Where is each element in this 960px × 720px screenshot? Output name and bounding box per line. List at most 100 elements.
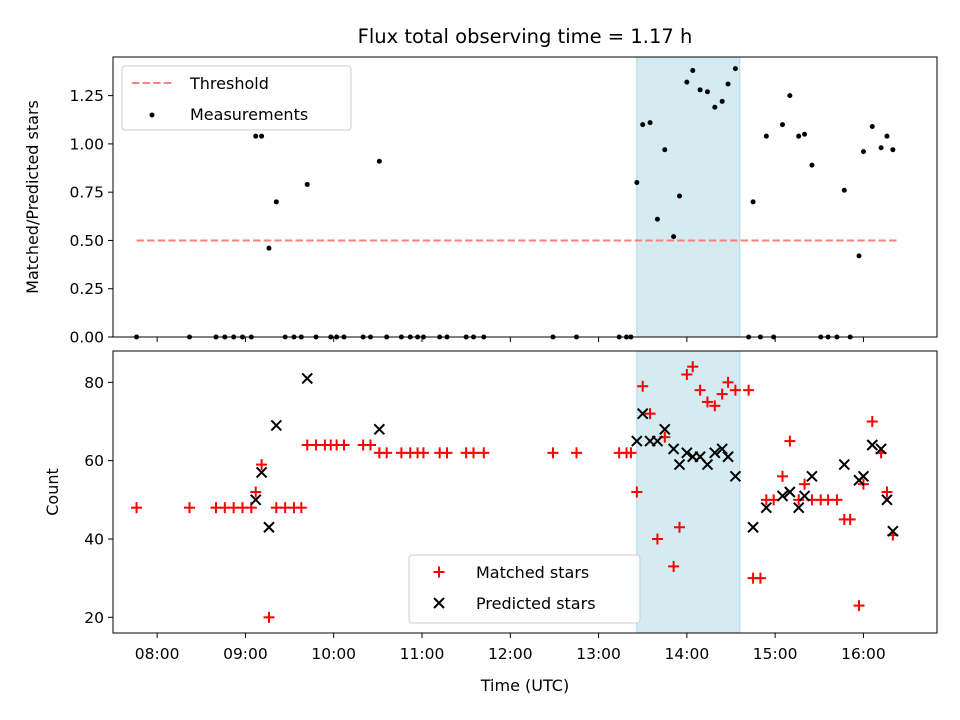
legend-predicted-swatch [433, 597, 445, 609]
measurement-point [763, 133, 769, 139]
matched-star-point [381, 447, 393, 459]
predicted-star-point [857, 470, 870, 483]
matched-star-point [338, 439, 350, 451]
matched-star-point [625, 447, 637, 459]
matched-star-point [784, 435, 796, 447]
count-xtick-label: 14:00 [665, 645, 710, 663]
predicted-star-point [866, 439, 878, 451]
predicted-star-point [263, 521, 275, 533]
ratio-ytick-label: 0.00 [69, 329, 104, 347]
count-ytick-label: 20 [84, 609, 104, 627]
predicted-star-point [747, 521, 759, 533]
predicted-star-point [637, 407, 649, 420]
predicted-star-point [301, 372, 313, 385]
ratio-ytick-label: 1.25 [69, 87, 104, 105]
measurement-point [671, 234, 677, 240]
legend-measurements-label: Measurements [190, 105, 308, 124]
ratio-legend-box [121, 65, 352, 131]
matched-star-point [866, 416, 878, 427]
matched-star-point [295, 502, 307, 514]
predicted-star-point [838, 458, 851, 471]
matched-star-point [674, 521, 685, 533]
measurement-point [802, 131, 808, 137]
matched-star-point [754, 572, 766, 584]
predicted-star-point [709, 447, 721, 459]
matched-star-point [256, 459, 268, 471]
matched-star-point [468, 447, 479, 459]
ratio-panel: 0.00 0.25 0.50 0.75 1.00 1.25 Matched/Predict… [23, 56, 938, 347]
measurement-point [780, 122, 785, 128]
count-xtick-label: 08:00 [135, 645, 180, 663]
measurement-point [677, 193, 682, 199]
matched-star-point [131, 502, 143, 514]
matched-star-point [729, 384, 741, 396]
count-xlabel: Time (UTC) [480, 676, 569, 695]
ratio-axes-frame [112, 56, 938, 338]
measurement-point [856, 253, 862, 259]
count-xtick-label: 10:00 [311, 645, 356, 663]
measurement-point [809, 162, 815, 168]
measurement-point [304, 181, 310, 187]
measurement-point [796, 133, 802, 139]
matched-star-point [365, 439, 376, 451]
measurement-point [890, 147, 896, 153]
count-ylabel: Count [43, 468, 62, 516]
matched-star-point [478, 447, 490, 459]
predicted-star-point [881, 494, 893, 506]
matched-star-point [417, 447, 429, 459]
predicted-star-point [255, 466, 268, 479]
legend-matched-swatch [433, 566, 445, 578]
predicted-star-point [716, 443, 728, 455]
predicted-star-point [722, 451, 734, 463]
matched-star-point [263, 611, 275, 623]
count-ytick-label: 80 [84, 374, 104, 392]
measurement-point [640, 122, 646, 128]
matched-star-point [881, 486, 893, 498]
measurement-point [662, 147, 668, 153]
count-xtick-label: 09:00 [223, 645, 268, 663]
count-xtick-label: 13:00 [576, 645, 621, 663]
predicted-star-point [651, 435, 664, 447]
count-ytick-label: 60 [84, 452, 104, 470]
matched-star-point [681, 369, 693, 380]
predicted-star-point [270, 419, 283, 432]
count-legend-box [408, 554, 641, 624]
matched-star-point [184, 502, 196, 514]
legend-threshold-label: Threshold [189, 74, 269, 93]
predicted-star-point [681, 447, 693, 459]
measurement-point [787, 93, 793, 99]
chart-title: Flux total observing time = 1.17 h [358, 25, 693, 48]
legend-matched-label: Matched stars [476, 563, 589, 582]
legend-measurements-swatch [149, 112, 155, 118]
ratio-ytick-label: 0.25 [69, 280, 104, 298]
count-xtick-label: 12:00 [488, 645, 533, 663]
measurement-point [376, 158, 382, 164]
matched-star-point [441, 447, 453, 459]
legend-predicted-label: Predicted stars [476, 594, 596, 613]
matched-star-point [777, 470, 788, 482]
matched-star-point [547, 447, 559, 459]
count-axes-frame [112, 350, 938, 634]
measurement-point [704, 89, 710, 95]
measurement-point [750, 199, 756, 205]
predicted-star-point [776, 490, 789, 502]
measurement-point [634, 180, 640, 186]
count-xtick-label: 16:00 [841, 645, 886, 663]
ratio-ytick-label: 0.75 [69, 184, 104, 202]
measurement-point [697, 87, 703, 93]
matched-star-point [637, 380, 649, 392]
measurement-point [732, 66, 738, 72]
measurement-point [841, 187, 847, 193]
count-ytick-label: 40 [84, 531, 104, 549]
matched-star-point [793, 494, 805, 506]
matched-star-point [722, 376, 734, 388]
predicted-star-point [792, 501, 805, 514]
measurement-point [259, 133, 265, 139]
ratio-ytick-label: 1.00 [69, 135, 104, 153]
count-legend: Matched stars Predicted stars [408, 554, 641, 624]
ratio-ylabel: Matched/Predicted stars [23, 100, 42, 294]
matched-star-point [743, 384, 755, 396]
count-xtick-label: 11:00 [400, 645, 445, 663]
matched-star-point [631, 486, 643, 498]
